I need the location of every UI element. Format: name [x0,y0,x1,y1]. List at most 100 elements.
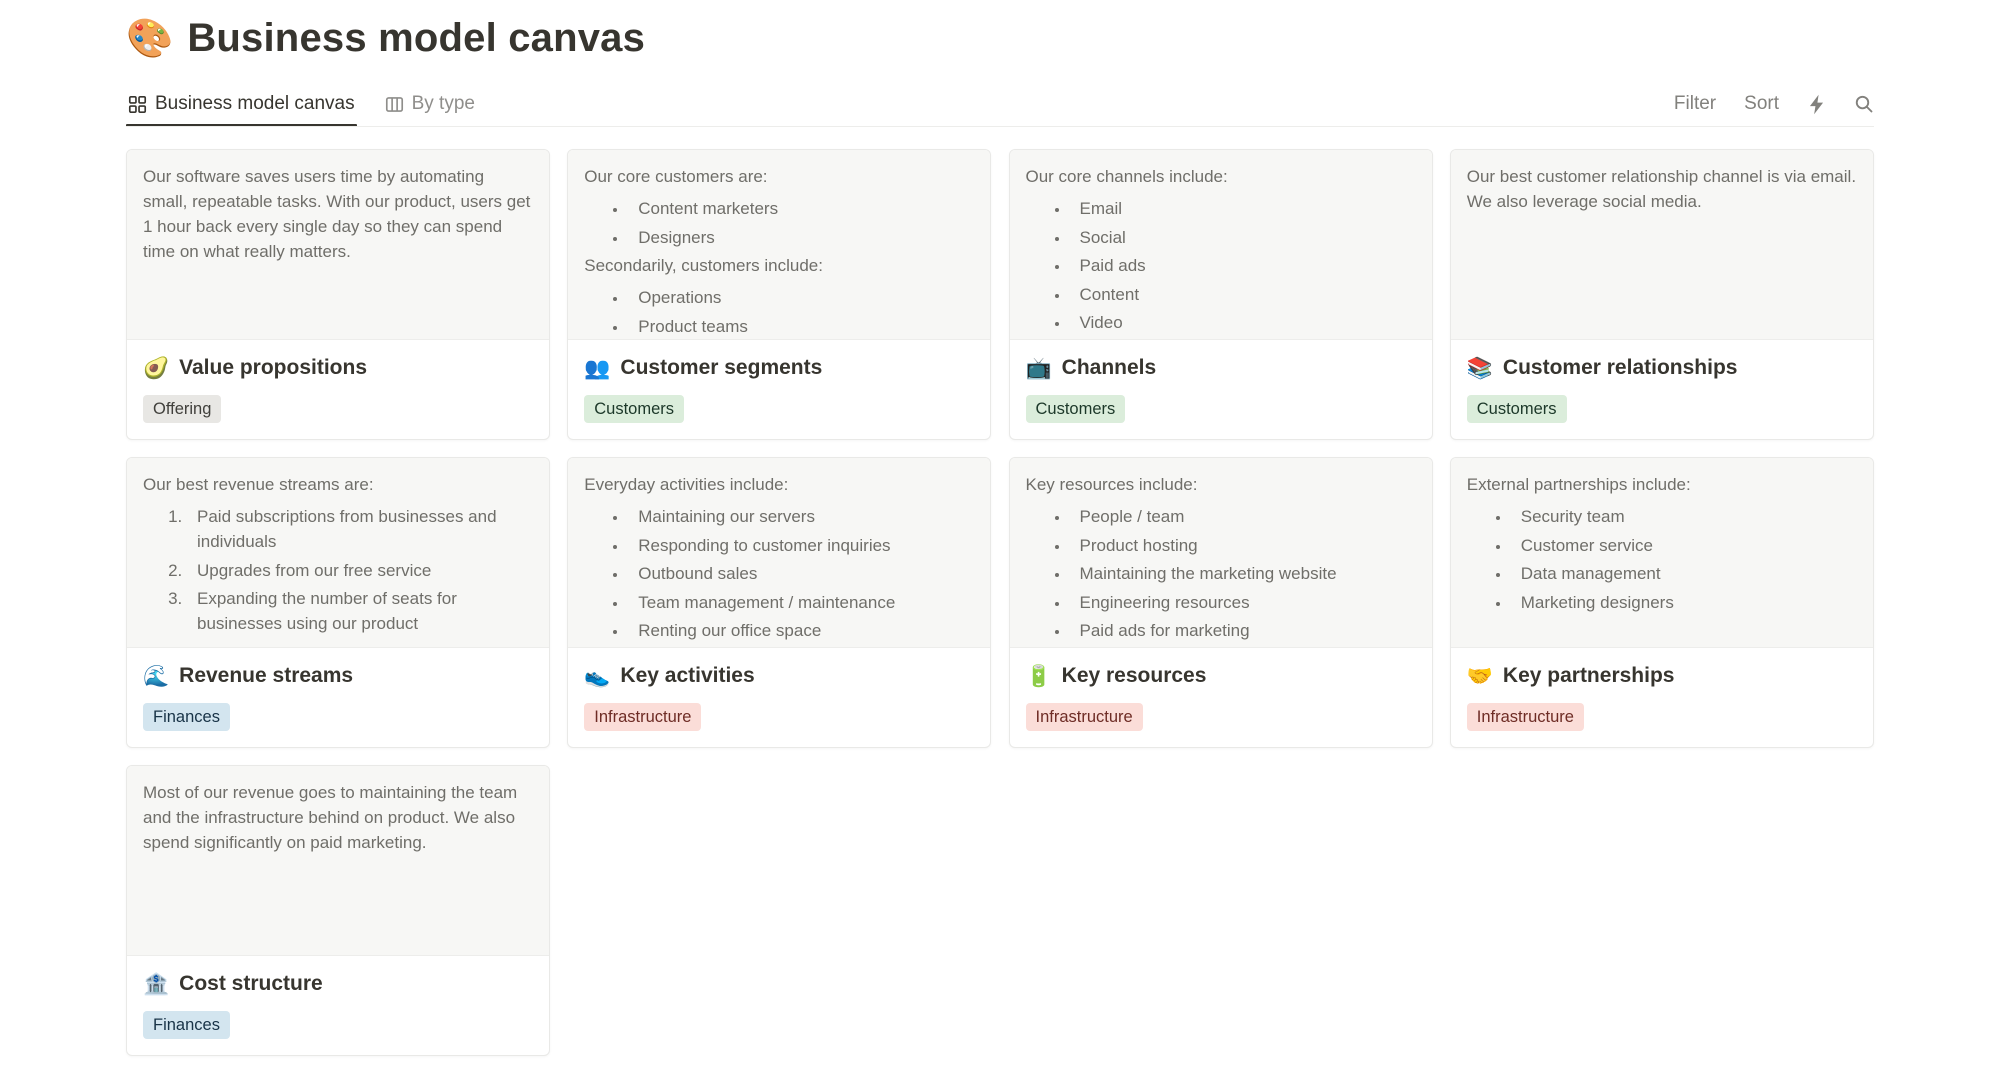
tab-by-type[interactable]: By type [383,87,477,127]
filter-button[interactable]: Filter [1673,93,1717,114]
preview-list-item: Maintaining the marketing website [1070,561,1416,586]
preview-paragraph: Most of our revenue goes to maintaining … [143,783,518,852]
preview-list-item: Team management / maintenance [628,590,974,615]
card-tag: Infrastructure [1025,703,1143,732]
preview-list-item: Paid subscriptions from businesses and i… [187,504,533,554]
card-title: 🏦 Cost structure [143,972,533,996]
preview-list-item: Expanding the number of seats for busine… [187,586,533,636]
card-preview: Our core customers are: Content marketers… [568,150,991,340]
preview-list-item: Email [1070,196,1416,221]
card-tag: Customers [1466,395,1567,424]
preview-list-item: Customer service [1511,533,1857,558]
preview-list-item: Responding to customer inquiries [628,533,974,558]
page-header: 🎨 Business model canvas [0,0,1999,61]
preview-bullet-list: Maintaining our servers Responding to cus… [584,504,974,643]
card-key-resources[interactable]: Key resources include: People / team Produ… [1008,457,1433,748]
preview-paragraph: Our best revenue streams are: [143,475,374,494]
card-tag: Infrastructure [1466,703,1584,732]
preview-list-item: Content [1070,282,1416,307]
card-title-text: Customer segments [620,356,823,379]
card-revenue-streams[interactable]: Our best revenue streams are: Paid subscr… [126,457,550,748]
card-body: 👥 Customer segments Customers [568,340,990,424]
preview-list-item: Paid ads for marketing [1070,618,1416,643]
tabbar-divider [126,126,1874,127]
tab-label: Business model canvas [155,93,355,114]
card-emoji: 🥑 [143,356,170,380]
card-channels[interactable]: Our core channels include: Email Social Pai… [1008,149,1433,440]
card-customer-segments[interactable]: Our core customers are: Content marketers… [567,149,992,440]
view-tabbar: Business model canvas By type Filter Sor… [0,87,1999,127]
card-tag: Customers [1025,395,1126,424]
card-emoji: 👥 [584,356,611,380]
search-icon[interactable] [1854,94,1874,114]
preview-list-item: Maintaining our servers [628,504,974,529]
card-title-text: Revenue streams [179,664,354,687]
preview-paragraph: Everyday activities include: [584,475,789,494]
preview-bullet-list: People / team Product hosting Maintaining … [1026,504,1416,643]
preview-list-item: Security team [1511,504,1857,529]
preview-list-item: Video [1070,310,1416,335]
card-title-text: Cost structure [179,972,323,995]
card-emoji: 🏦 [143,972,170,996]
page-icon[interactable]: 🎨 [126,17,174,60]
page-title: Business model canvas [187,16,646,60]
card-body: 🤝 Key partnerships Infrastructure [1451,648,1873,732]
card-title-text: Customer relationships [1502,356,1738,379]
card-title: 👥 Customer segments [584,356,974,380]
preview-list-item: Marketing designers [1511,590,1857,615]
card-tag: Infrastructure [584,703,702,732]
preview-paragraph: Our core channels include: [1025,167,1228,186]
card-title: 🌊 Revenue streams [143,664,533,688]
card-preview: Key resources include: People / team Produ… [1009,458,1432,648]
preview-list-item: Product hosting [1070,533,1416,558]
lightning-icon[interactable] [1807,94,1826,115]
preview-list-item: Upgrades from our free service [187,558,533,583]
card-title-text: Value propositions [179,356,368,379]
card-tag: Customers [584,395,685,424]
preview-list-item: Data management [1511,561,1857,586]
gallery-icon [128,95,147,114]
card-title: 🥑 Value propositions [143,356,533,380]
card-emoji: 📚 [1466,356,1493,380]
card-body: 🏦 Cost structure Finances [127,956,549,1040]
card-title: 👟 Key activities [584,664,974,688]
card-title-text: Key partnerships [1502,664,1675,687]
preview-list-item: Engineering resources [1070,590,1416,615]
preview-numbered-list: Paid subscriptions from businesses and i… [143,504,533,636]
card-title-text: Channels [1061,356,1157,379]
preview-bullet-list: Content marketers Designers [584,196,974,250]
preview-bullet-list: Security team Customer service Data manage… [1467,504,1857,615]
card-body: 📺 Channels Customers [1010,340,1432,424]
card-key-activities[interactable]: Everyday activities include: Maintaining … [567,457,992,748]
preview-paragraph: Our core customers are: [584,167,768,186]
card-body: 📚 Customer relationships Customers [1451,340,1873,424]
preview-list-item: Product teams [628,314,974,339]
card-body: 👟 Key activities Infrastructure [568,648,990,732]
card-preview: External partnerships include: Security t… [1450,458,1873,648]
card-grid: Our software saves users time by automat… [126,149,1874,1056]
card-customer-relationships[interactable]: Our best customer relationship channel i… [1449,149,1874,440]
preview-paragraph: External partnerships include: [1466,475,1691,494]
preview-list-item: People / team [1070,504,1416,529]
card-body: 🌊 Revenue streams Finances [127,648,549,732]
card-title: 📚 Customer relationships [1467,356,1857,380]
preview-paragraph: Secondarily, customers include: [584,256,823,275]
card-key-partnerships[interactable]: External partnerships include: Security t… [1449,457,1874,748]
sort-button[interactable]: Sort [1744,93,1779,114]
preview-list-item: Outbound sales [628,561,974,586]
card-cost-structure[interactable]: Most of our revenue goes to maintaining … [126,765,550,1056]
card-emoji: 🤝 [1466,664,1493,688]
card-title: 🔋 Key resources [1026,664,1416,688]
card-emoji: 👟 [584,664,611,688]
preview-list-item: Renting our office space [628,618,974,643]
card-value-propositions[interactable]: Our software saves users time by automat… [126,149,550,440]
card-title: 🤝 Key partnerships [1467,664,1857,688]
card-preview: Our best customer relationship channel i… [1450,150,1873,340]
tab-label: By type [411,93,475,114]
card-emoji: 🌊 [143,664,170,688]
tab-business-model-canvas[interactable]: Business model canvas [126,87,357,127]
preview-paragraph: Key resources include: [1025,475,1198,494]
card-tag: Finances [143,1011,230,1040]
card-tag: Offering [143,395,222,424]
card-preview: Our core channels include: Email Social Pai… [1009,150,1432,340]
